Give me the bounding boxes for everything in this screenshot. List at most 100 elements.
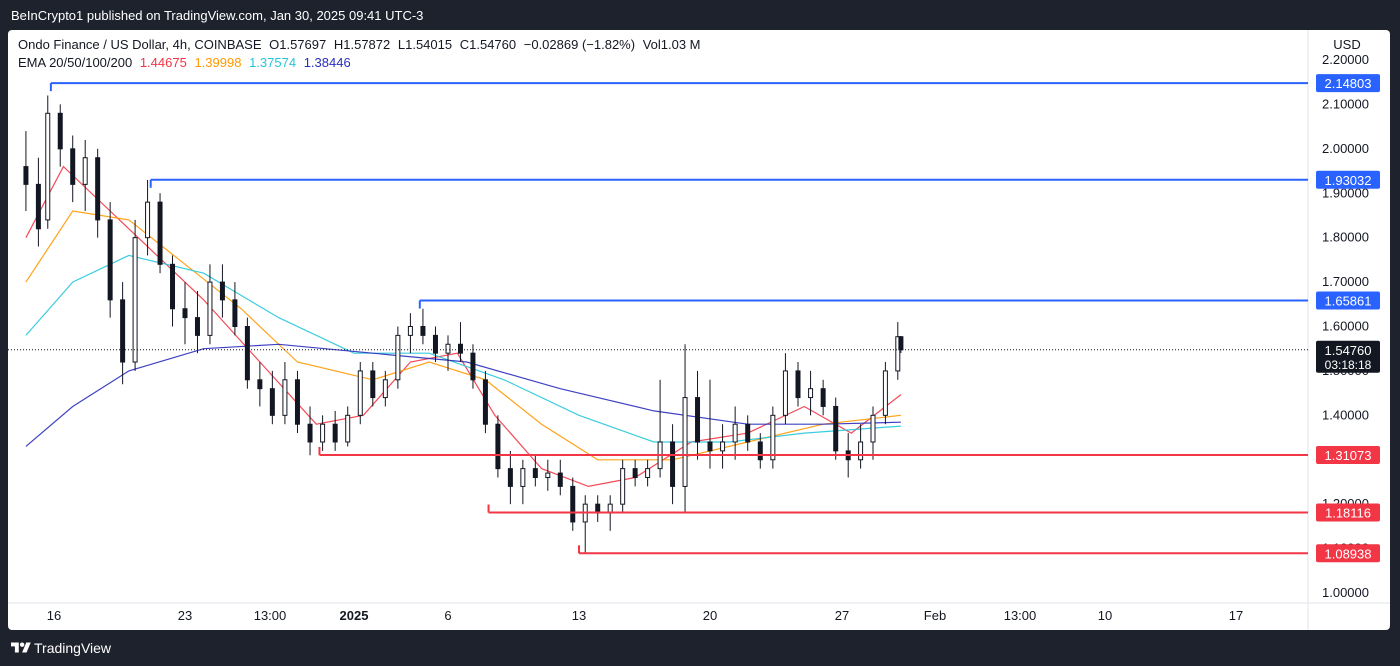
candle-body[interactable] — [23, 166, 29, 185]
x-tick-label: 13:00 — [254, 608, 287, 623]
ema-line-200 — [25, 343, 901, 447]
candle-body[interactable] — [157, 201, 163, 265]
candle-body[interactable] — [745, 423, 751, 443]
candle-body[interactable] — [895, 336, 901, 372]
close-value: C1.54760 — [459, 37, 517, 52]
candle-body[interactable] — [770, 414, 776, 461]
candle-body[interactable] — [557, 472, 563, 487]
price-chart[interactable]: 1.000001.100001.200001.300001.400001.500… — [8, 30, 1390, 630]
candle-body[interactable] — [194, 317, 200, 336]
candle-body[interactable] — [120, 299, 126, 363]
support-level-tag — [1316, 445, 1380, 464]
candle-body[interactable] — [432, 334, 438, 354]
x-tick-label: 13 — [572, 608, 586, 623]
ema-label[interactable]: EMA 20/50/100/200 — [18, 55, 133, 70]
candle-body[interactable] — [107, 219, 113, 301]
candle-body[interactable] — [570, 485, 576, 523]
candle-body[interactable] — [219, 281, 225, 301]
candle-body[interactable] — [720, 441, 726, 452]
candle-body[interactable] — [457, 343, 463, 354]
symbol-label[interactable]: Ondo Finance / US Dollar, 4h, COINBASE — [18, 37, 262, 52]
candle-body[interactable] — [170, 263, 176, 310]
candle-body[interactable] — [495, 423, 501, 470]
candle-body[interactable] — [532, 468, 538, 479]
candle-body[interactable] — [820, 388, 826, 407]
candle-body[interactable] — [808, 388, 814, 399]
footer-brand[interactable]: TradingView — [34, 640, 112, 656]
support-level-tag — [1316, 503, 1380, 522]
chart-panel[interactable]: 1.000001.100001.200001.300001.400001.500… — [8, 30, 1390, 630]
candle-body[interactable] — [207, 281, 213, 336]
candle-body[interactable] — [870, 414, 876, 443]
resistance-level-label: 1.93032 — [1325, 173, 1372, 188]
candle-body[interactable] — [57, 112, 63, 150]
ema200-value: 1.38446 — [303, 55, 351, 70]
candle-body[interactable] — [345, 414, 351, 443]
candle-body[interactable] — [782, 370, 788, 416]
y-tick-label: 1.70000 — [1322, 274, 1369, 289]
resistance-level-tag — [1316, 291, 1380, 310]
candle-body[interactable] — [269, 388, 275, 416]
candle-body[interactable] — [132, 237, 138, 363]
resistance-level-tag — [1316, 74, 1380, 93]
candle-body[interactable] — [757, 441, 763, 461]
y-tick-label: 1.00000 — [1322, 585, 1369, 600]
candle-body[interactable] — [82, 157, 88, 185]
candle-body[interactable] — [244, 326, 250, 381]
candle-body[interactable] — [795, 370, 801, 399]
candle-body[interactable] — [695, 397, 701, 443]
candle-body[interactable] — [307, 423, 313, 443]
volume-value: Vol1.03 M — [642, 37, 701, 52]
candle-body[interactable] — [645, 468, 651, 479]
candle-body[interactable] — [182, 308, 188, 319]
chart-legend: Ondo Finance / US Dollar, 4h, COINBASE O… — [18, 36, 705, 72]
last-price-label: 1.54760 — [1325, 343, 1372, 358]
candle-body[interactable] — [370, 370, 376, 399]
ema-row: EMA 20/50/100/200 1.44675 1.39998 1.3757… — [18, 54, 705, 72]
candle-body[interactable] — [407, 326, 413, 336]
candle-body[interactable] — [858, 441, 864, 461]
y-tick-label: 1.80000 — [1322, 230, 1369, 245]
candle-body[interactable] — [232, 299, 238, 328]
candle-body[interactable] — [732, 423, 738, 443]
resistance-level-label: 1.65861 — [1325, 293, 1372, 308]
candle-body[interactable] — [833, 405, 839, 452]
candle-body[interactable] — [45, 112, 51, 221]
candle-body[interactable] — [145, 201, 151, 239]
x-tick-label: Feb — [924, 608, 946, 623]
publisher-bar: BeInCrypto1 published on TradingView.com… — [0, 0, 1400, 30]
open-value: O1.57697 — [269, 37, 327, 52]
candle-body[interactable] — [445, 343, 451, 354]
y-tick-label: 2.20000 — [1322, 52, 1369, 67]
x-tick-label: 23 — [178, 608, 192, 623]
candle-body[interactable] — [898, 336, 904, 351]
candle-body[interactable] — [707, 441, 713, 452]
candle-body[interactable] — [470, 352, 476, 381]
candle-body[interactable] — [382, 379, 388, 399]
candle-body[interactable] — [35, 183, 41, 230]
candle-body[interactable] — [332, 423, 338, 443]
candle-body[interactable] — [520, 468, 526, 487]
currency-button[interactable]: USD — [1333, 37, 1361, 52]
candle-body[interactable] — [882, 370, 888, 416]
candle-body[interactable] — [357, 370, 363, 416]
candle-body[interactable] — [95, 157, 101, 221]
candle-body[interactable] — [670, 441, 676, 487]
candle-body[interactable] — [482, 379, 488, 425]
candle-body[interactable] — [294, 379, 300, 425]
candle-body[interactable] — [70, 148, 76, 185]
change-value: −0.02869 (−1.82%) — [523, 37, 636, 52]
support-level-tag — [1316, 544, 1380, 563]
candle-body[interactable] — [320, 423, 326, 443]
candle-body[interactable] — [507, 468, 513, 487]
y-tick-label: 2.10000 — [1322, 96, 1369, 111]
candle-body[interactable] — [395, 334, 401, 381]
candle-body[interactable] — [282, 379, 288, 416]
candle-body[interactable] — [620, 468, 626, 505]
candle-body[interactable] — [545, 472, 551, 479]
candle-body[interactable] — [682, 397, 688, 487]
candle-body[interactable] — [257, 379, 263, 390]
last-price-tag — [1316, 340, 1380, 373]
candle-body[interactable] — [632, 468, 638, 479]
candle-body[interactable] — [420, 326, 426, 336]
